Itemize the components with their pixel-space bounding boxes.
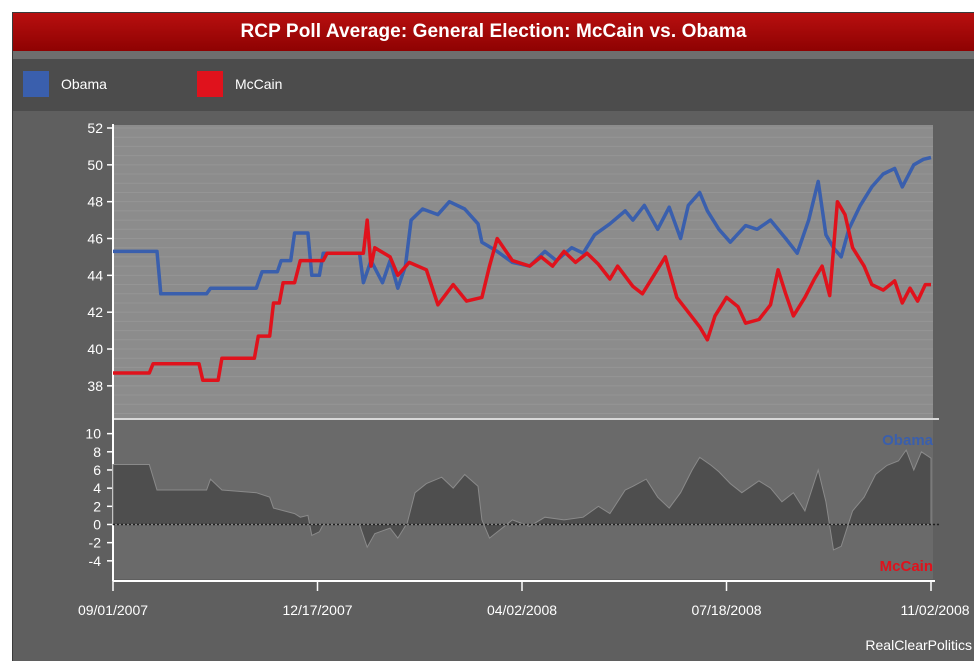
chart-frame: RCP Poll Average: General Election: McCa… [12, 12, 974, 661]
y-tick-label-main: 38 [87, 378, 103, 394]
legend-label-obama: Obama [61, 76, 107, 92]
legend-swatch-obama [23, 71, 49, 97]
series-line-mccain [113, 199, 931, 383]
y-tick-label-main: 44 [87, 267, 103, 283]
chart-plot: 38404244464850521086420-2-4ObamaMcCain09… [78, 120, 970, 618]
y-tick-label-spread: -4 [89, 553, 102, 569]
legend-item-obama[interactable]: Obama [23, 71, 107, 97]
spread-label-mccain: McCain [880, 558, 933, 575]
legend-swatch-mccain [197, 71, 223, 97]
y-tick-label-spread: 10 [85, 426, 101, 442]
attribution: RealClearPolitics [865, 637, 972, 653]
y-tick-label-spread: 4 [93, 480, 101, 496]
y-tick-label-main: 46 [87, 231, 103, 247]
y-tick-label-spread: 2 [93, 498, 101, 514]
main-plot-background [113, 125, 933, 419]
legend-label-mccain: McCain [235, 76, 283, 92]
x-tick-label: 07/18/2008 [691, 602, 761, 618]
y-tick-label-main: 42 [87, 304, 103, 320]
y-tick-label-spread: 6 [93, 462, 101, 478]
chart-title: RCP Poll Average: General Election: McCa… [13, 13, 974, 51]
y-tick-label-spread: -2 [89, 535, 102, 551]
y-tick-label-main: 40 [87, 341, 103, 357]
title-underline [13, 51, 974, 59]
legend-item-mccain[interactable]: McCain [197, 71, 282, 97]
y-tick-label-main: 48 [87, 194, 103, 210]
y-tick-label-spread: 0 [93, 516, 101, 532]
x-tick-label: 04/02/2008 [487, 602, 557, 618]
x-tick-label: 09/01/2007 [78, 602, 148, 618]
y-tick-label-main: 50 [87, 157, 103, 173]
y-tick-label-main: 52 [87, 120, 103, 136]
y-tick-label-spread: 8 [93, 444, 101, 460]
x-tick-label: 12/17/2007 [282, 602, 352, 618]
legend-bar: Obama McCain [13, 59, 974, 111]
spread-label-obama: Obama [882, 432, 934, 449]
x-tick-label: 11/02/2008 [900, 602, 969, 618]
